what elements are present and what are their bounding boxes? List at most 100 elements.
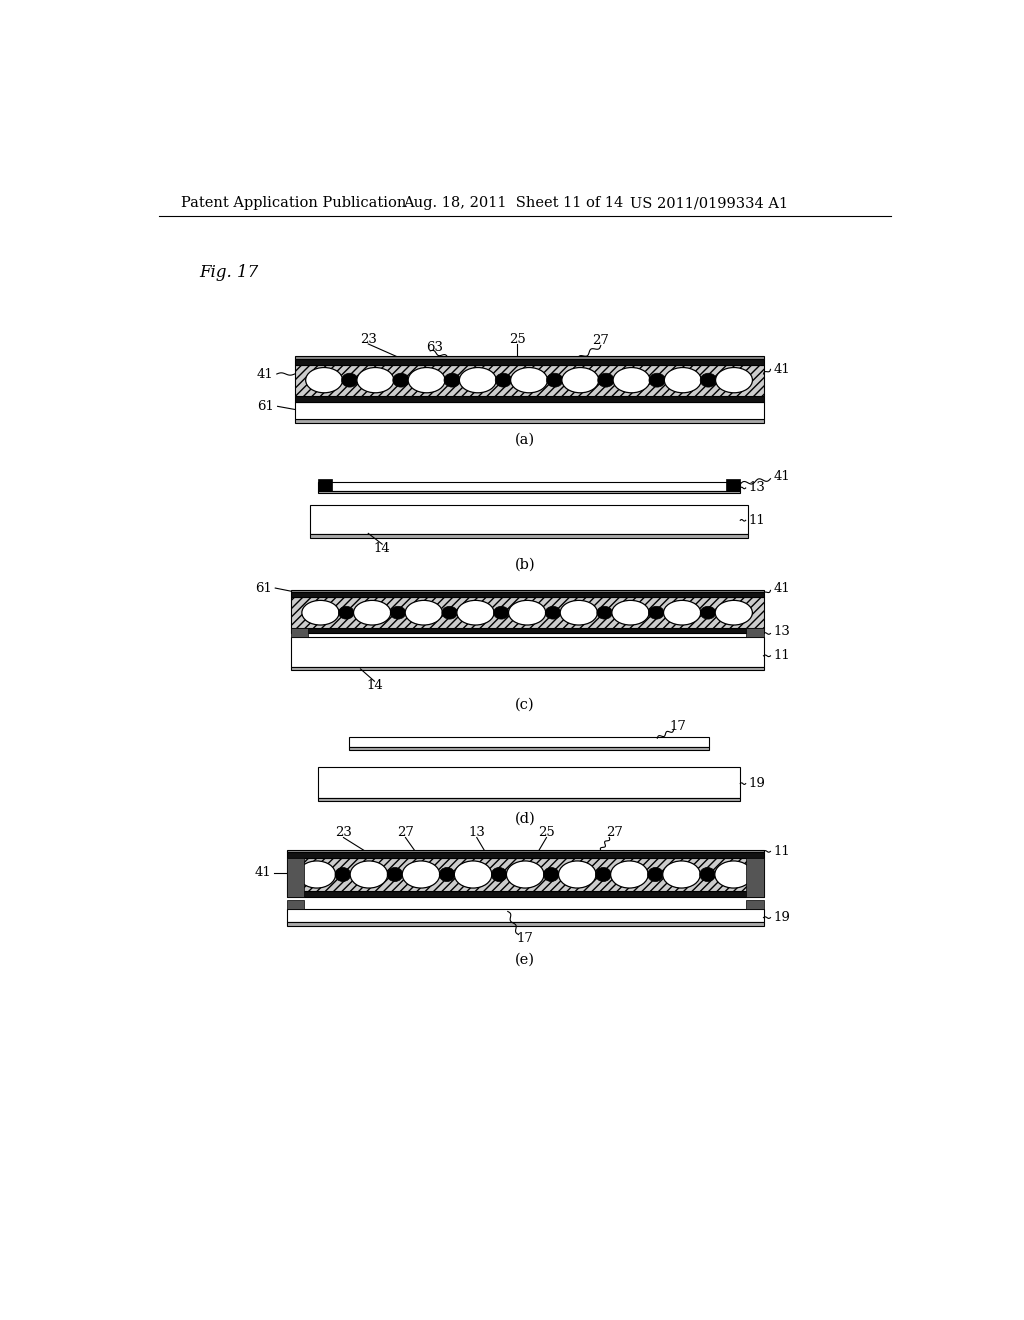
Bar <box>317 479 332 491</box>
Bar <box>291 667 764 671</box>
Text: 13: 13 <box>773 626 791 639</box>
Ellipse shape <box>716 367 753 393</box>
Bar <box>310 535 748 539</box>
Ellipse shape <box>442 606 458 619</box>
Text: 13: 13 <box>468 826 485 840</box>
Ellipse shape <box>507 861 544 888</box>
Ellipse shape <box>492 867 507 882</box>
Ellipse shape <box>409 367 445 393</box>
Text: 23: 23 <box>359 333 377 346</box>
Text: 61: 61 <box>255 582 272 594</box>
Bar <box>287 858 764 891</box>
Bar <box>291 628 764 634</box>
Ellipse shape <box>699 867 716 882</box>
Text: 23: 23 <box>335 826 352 840</box>
Ellipse shape <box>339 606 354 619</box>
Ellipse shape <box>494 606 509 619</box>
Bar <box>746 628 764 636</box>
Bar <box>295 418 764 422</box>
Bar <box>295 401 764 418</box>
Text: 11: 11 <box>748 513 765 527</box>
Text: 41: 41 <box>773 363 791 376</box>
Text: 61: 61 <box>257 400 273 413</box>
Bar <box>287 853 764 858</box>
Text: 25: 25 <box>509 333 525 346</box>
Text: Patent Application Publication: Patent Application Publication <box>180 197 407 210</box>
Ellipse shape <box>544 867 559 882</box>
Bar <box>291 636 764 667</box>
Bar <box>746 900 764 909</box>
Bar <box>295 396 764 401</box>
Ellipse shape <box>353 601 391 626</box>
Bar <box>349 747 710 750</box>
Text: 41: 41 <box>773 470 791 483</box>
Text: (c): (c) <box>515 698 535 711</box>
Bar <box>317 482 740 491</box>
Text: (a): (a) <box>515 433 535 446</box>
Ellipse shape <box>298 861 336 888</box>
Ellipse shape <box>457 601 494 626</box>
Bar <box>287 850 764 853</box>
Bar <box>295 359 764 364</box>
Bar <box>295 364 764 396</box>
Text: 41: 41 <box>257 367 273 380</box>
Bar <box>291 598 764 628</box>
Bar <box>310 506 748 535</box>
Text: Aug. 18, 2011  Sheet 11 of 14: Aug. 18, 2011 Sheet 11 of 14 <box>403 197 624 210</box>
Text: 17: 17 <box>516 932 534 945</box>
Ellipse shape <box>612 601 649 626</box>
Ellipse shape <box>511 367 548 393</box>
Ellipse shape <box>700 374 717 387</box>
Ellipse shape <box>496 374 512 387</box>
Ellipse shape <box>342 374 358 387</box>
Bar <box>726 479 740 491</box>
Ellipse shape <box>613 367 650 393</box>
Ellipse shape <box>597 606 612 619</box>
Ellipse shape <box>647 867 664 882</box>
Bar <box>287 923 764 927</box>
Ellipse shape <box>306 367 343 393</box>
Ellipse shape <box>663 861 700 888</box>
Text: 11: 11 <box>773 648 791 661</box>
Bar <box>287 891 764 896</box>
Ellipse shape <box>387 867 402 882</box>
Ellipse shape <box>596 867 611 882</box>
Text: 27: 27 <box>397 826 414 840</box>
Text: 27: 27 <box>606 826 624 840</box>
Text: 27: 27 <box>592 334 609 347</box>
Ellipse shape <box>357 367 394 393</box>
Ellipse shape <box>648 606 664 619</box>
Ellipse shape <box>598 374 614 387</box>
Ellipse shape <box>455 861 492 888</box>
Bar <box>746 858 764 896</box>
Bar <box>317 797 740 801</box>
Bar <box>317 767 740 797</box>
Text: (d): (d) <box>514 812 536 825</box>
Text: 25: 25 <box>539 826 555 840</box>
Ellipse shape <box>715 601 753 626</box>
Ellipse shape <box>402 861 439 888</box>
Bar <box>317 491 740 494</box>
Bar <box>287 858 304 896</box>
Ellipse shape <box>444 374 461 387</box>
Ellipse shape <box>649 374 666 387</box>
Ellipse shape <box>558 861 596 888</box>
Ellipse shape <box>562 367 599 393</box>
Text: 11: 11 <box>773 845 791 858</box>
Ellipse shape <box>390 606 406 619</box>
Ellipse shape <box>545 606 561 619</box>
Ellipse shape <box>715 861 753 888</box>
Ellipse shape <box>439 867 455 882</box>
Text: 13: 13 <box>748 482 765 495</box>
Ellipse shape <box>610 861 648 888</box>
Text: US 2011/0199334 A1: US 2011/0199334 A1 <box>630 197 788 210</box>
Bar <box>349 738 710 747</box>
Text: 41: 41 <box>255 866 271 879</box>
Bar <box>291 591 764 598</box>
Bar <box>287 909 764 923</box>
Ellipse shape <box>560 601 597 626</box>
Bar <box>291 628 308 636</box>
Text: (e): (e) <box>515 952 535 966</box>
Ellipse shape <box>393 374 410 387</box>
Text: 17: 17 <box>670 721 687 733</box>
